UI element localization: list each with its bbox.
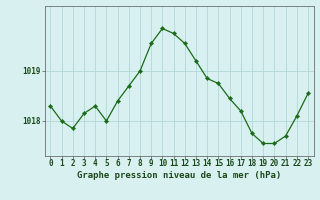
X-axis label: Graphe pression niveau de la mer (hPa): Graphe pression niveau de la mer (hPa) (77, 171, 281, 180)
